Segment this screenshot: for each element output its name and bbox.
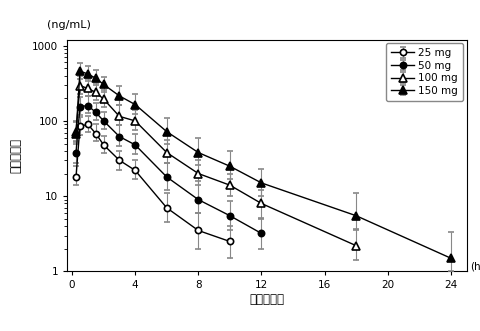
- X-axis label: 投与後時間: 投与後時間: [249, 293, 284, 306]
- Text: (hr): (hr): [469, 261, 480, 271]
- Text: (ng/mL): (ng/mL): [47, 21, 91, 30]
- Legend: 25 mg, 50 mg, 100 mg, 150 mg: 25 mg, 50 mg, 100 mg, 150 mg: [385, 43, 463, 101]
- Text: 血漿中濃度: 血漿中濃度: [9, 138, 22, 173]
